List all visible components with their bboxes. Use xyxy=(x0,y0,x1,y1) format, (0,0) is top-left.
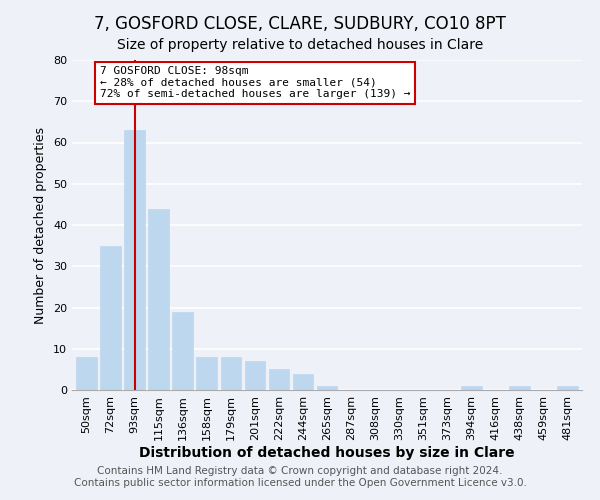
Bar xyxy=(245,361,265,390)
Bar xyxy=(124,130,145,390)
Text: Size of property relative to detached houses in Clare: Size of property relative to detached ho… xyxy=(117,38,483,52)
Bar xyxy=(172,312,193,390)
Text: Contains HM Land Registry data © Crown copyright and database right 2024.
Contai: Contains HM Land Registry data © Crown c… xyxy=(74,466,526,487)
Bar xyxy=(557,386,578,390)
Text: 7, GOSFORD CLOSE, CLARE, SUDBURY, CO10 8PT: 7, GOSFORD CLOSE, CLARE, SUDBURY, CO10 8… xyxy=(94,15,506,33)
Text: 7 GOSFORD CLOSE: 98sqm
← 28% of detached houses are smaller (54)
72% of semi-det: 7 GOSFORD CLOSE: 98sqm ← 28% of detached… xyxy=(100,66,410,100)
Y-axis label: Number of detached properties: Number of detached properties xyxy=(34,126,47,324)
Bar xyxy=(148,208,169,390)
Bar xyxy=(293,374,313,390)
Bar xyxy=(509,386,530,390)
X-axis label: Distribution of detached houses by size in Clare: Distribution of detached houses by size … xyxy=(139,446,515,460)
Bar xyxy=(269,370,289,390)
Bar xyxy=(221,357,241,390)
Bar xyxy=(76,357,97,390)
Bar xyxy=(100,246,121,390)
Bar xyxy=(461,386,482,390)
Bar xyxy=(317,386,337,390)
Bar xyxy=(196,357,217,390)
